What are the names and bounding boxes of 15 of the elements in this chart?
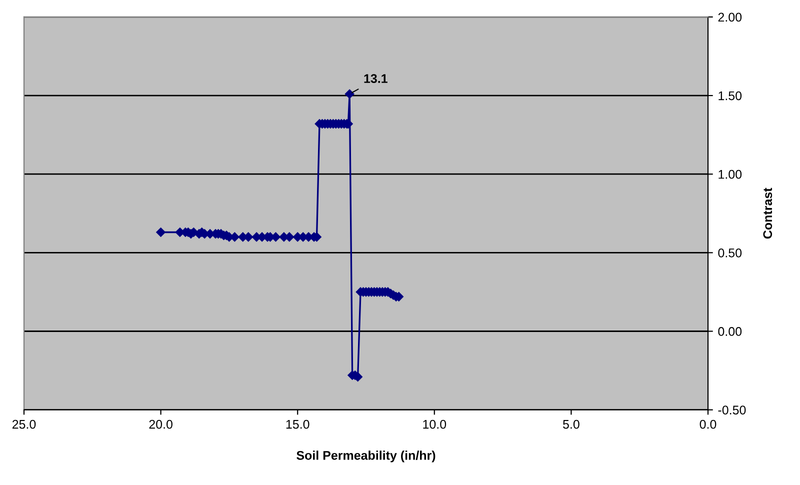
x-axis-title: Soil Permeability (in/hr) <box>296 450 436 462</box>
annotation: 13.1 <box>364 74 388 84</box>
y-tick-label: 0.50 <box>718 248 742 258</box>
y-tick-label: 0.00 <box>718 327 742 336</box>
x-tick-label: 15.0 <box>286 420 310 429</box>
x-tick-label: 5.0 <box>563 420 580 429</box>
x-tick-label: 25.0 <box>12 420 36 429</box>
y-tick-label: 2.00 <box>718 12 742 22</box>
x-tick-label: 20.0 <box>149 420 172 429</box>
y-tick-label: -0.50 <box>718 406 746 414</box>
y-axis-title: Contrast <box>763 188 772 239</box>
x-tick-label: 10.0 <box>423 420 446 429</box>
x-tick-label: 0.0 <box>700 420 716 429</box>
y-tick-label: 1.50 <box>718 91 742 100</box>
y-tick-label: 1.00 <box>718 170 742 179</box>
